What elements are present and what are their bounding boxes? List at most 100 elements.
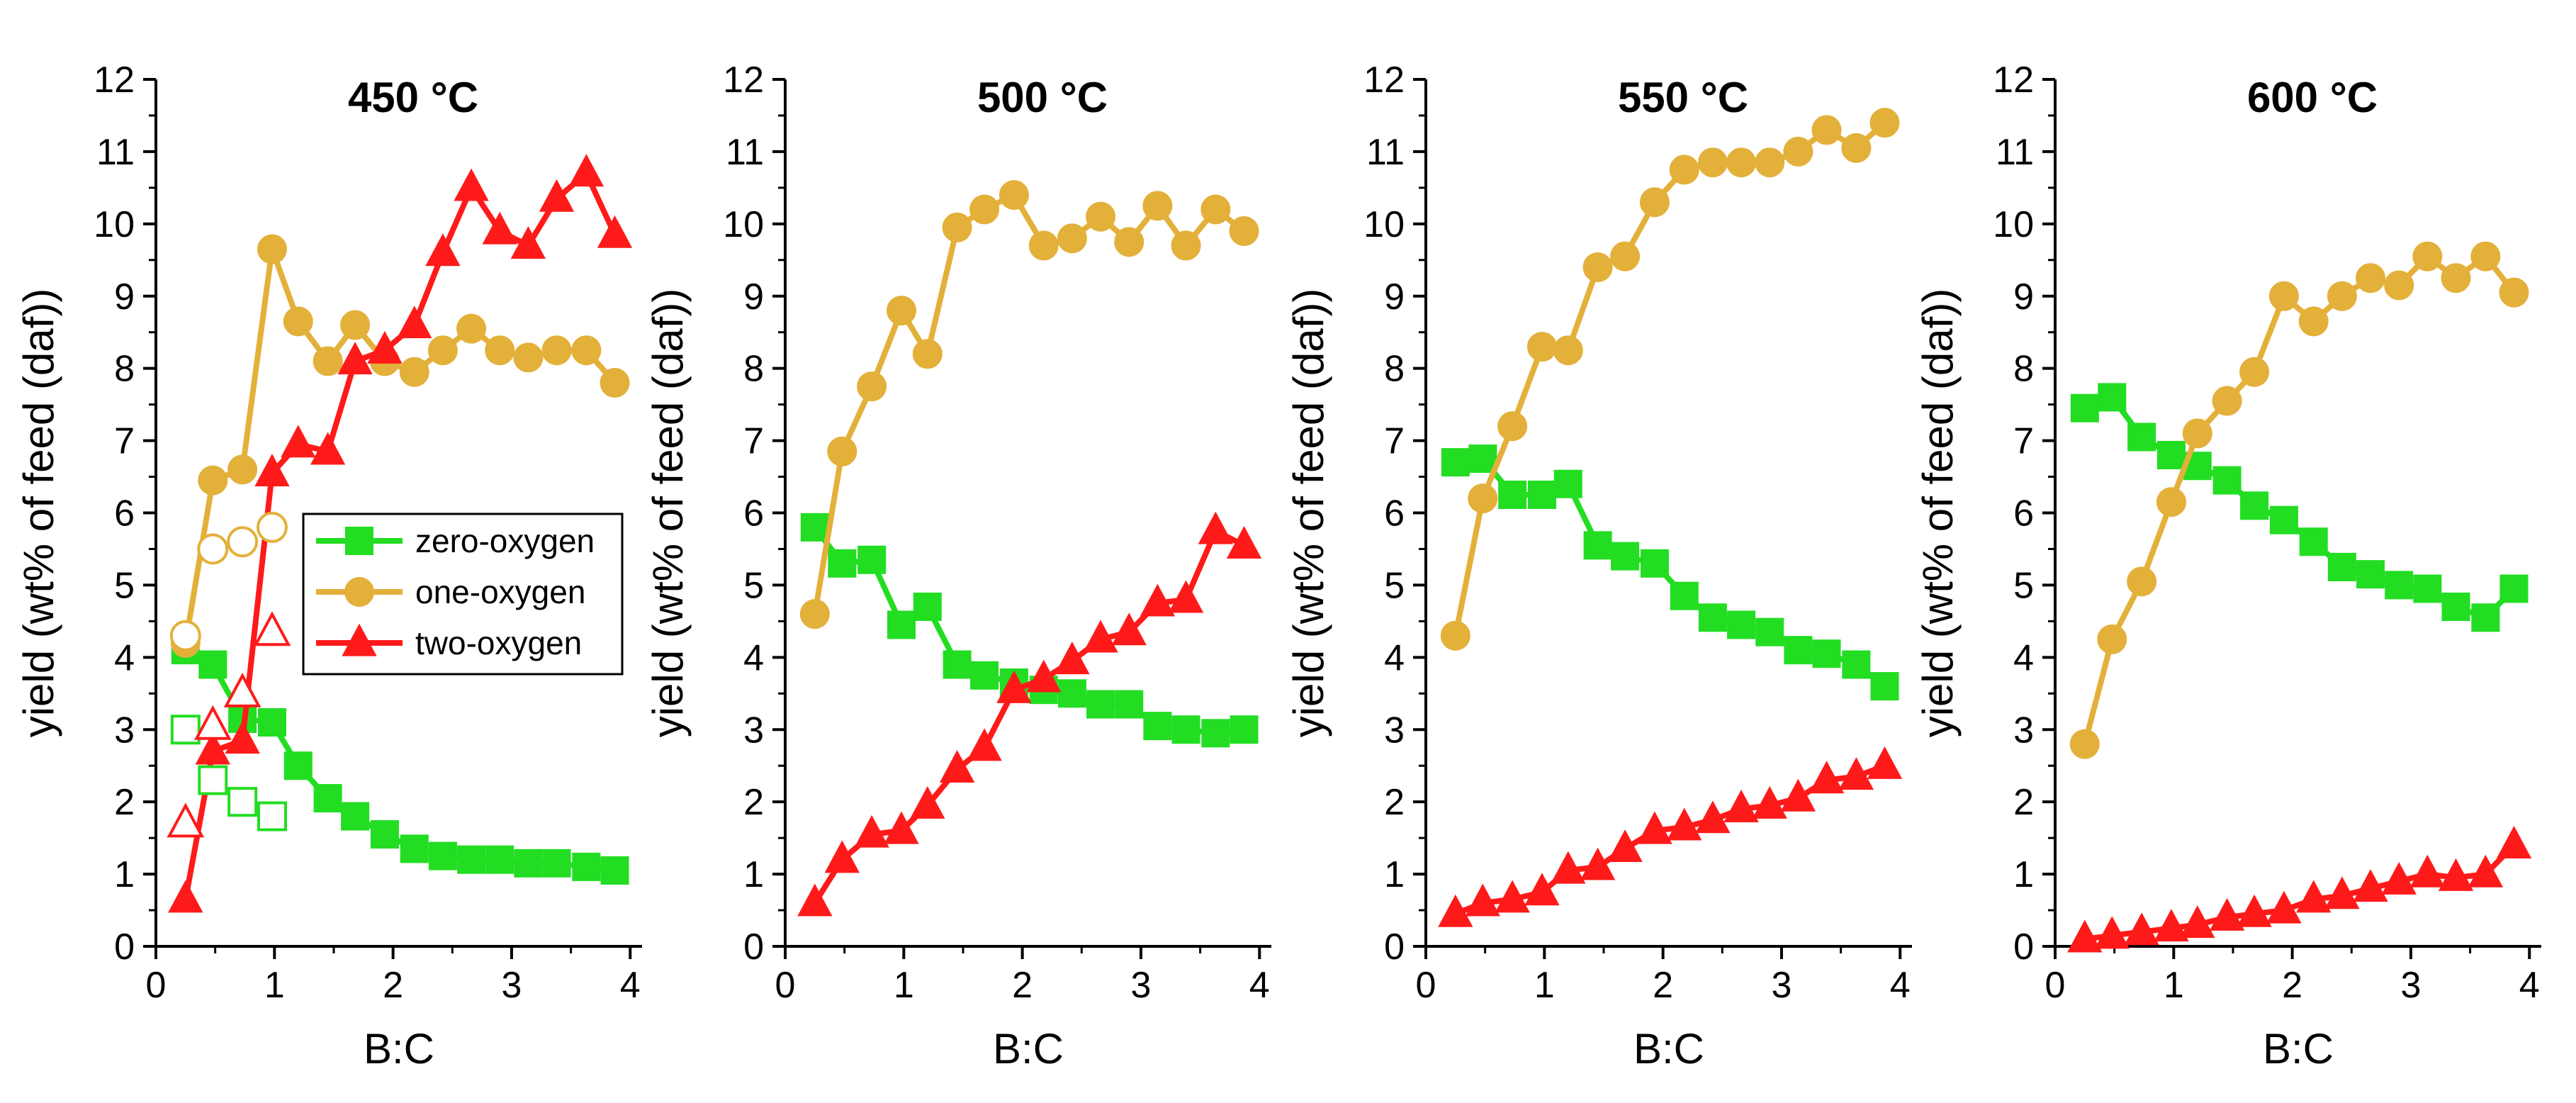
legend-swatch-marker (344, 577, 374, 607)
legend-swatch-marker (342, 623, 377, 656)
y-tick-label: 9 (1384, 276, 1405, 318)
data-point (1640, 549, 1669, 578)
data-point (482, 211, 517, 245)
data-point (1582, 252, 1613, 282)
legend-label: zero-oxygen (415, 522, 595, 559)
y-tick-label: 8 (1384, 349, 1405, 390)
data-point (281, 425, 316, 458)
data-point (313, 346, 343, 376)
series-two-oxygen (168, 154, 633, 913)
y-axis-label: yield (wt% of feed (daf)) (15, 289, 62, 738)
data-point (2499, 277, 2529, 308)
x-tick-label: 1 (264, 965, 285, 1006)
data-point (1755, 147, 1785, 178)
data-point (2470, 241, 2501, 271)
data-point (340, 310, 371, 340)
y-tick-label: 2 (114, 782, 135, 823)
y-tick-label: 4 (2013, 637, 2034, 678)
data-point (1115, 690, 1144, 719)
y-tick-label: 10 (1363, 204, 1405, 245)
data-point (2327, 552, 2356, 581)
y-tick-label: 7 (2013, 421, 2034, 462)
data-point (341, 802, 370, 831)
data-point (1200, 194, 1231, 225)
data-point (1780, 778, 1816, 812)
y-axis-label: yield (wt% of feed (daf)) (1285, 289, 1332, 738)
data-point (2097, 624, 2127, 654)
data-point (1639, 187, 1670, 218)
open-data-point (193, 705, 232, 740)
data-point (337, 342, 373, 375)
data-point (283, 306, 313, 337)
x-tick-label: 0 (775, 965, 796, 1006)
data-point (2212, 466, 2242, 495)
series-line (1455, 456, 1886, 689)
data-point (1468, 444, 1497, 474)
y-tick-label: 10 (94, 204, 135, 245)
data-point (1086, 201, 1116, 232)
y-tick-label: 0 (1384, 926, 1405, 968)
data-point (539, 179, 575, 212)
data-point (1667, 807, 1702, 841)
open-data-point (253, 611, 291, 646)
data-point (2239, 357, 2270, 387)
x-axis-label: B:C (2263, 1025, 2334, 1073)
data-point (1611, 542, 1640, 571)
x-tick-label: 4 (1249, 965, 1270, 1006)
y-axis-label: yield (wt% of feed (daf)) (644, 289, 692, 738)
data-point (1755, 617, 1784, 646)
data-point (2441, 592, 2470, 621)
data-point (887, 610, 916, 639)
data-point (310, 432, 346, 465)
data-point (913, 592, 942, 621)
data-point (1697, 147, 1728, 178)
data-point (1171, 230, 1201, 261)
y-tick-label: 1 (2013, 854, 2034, 895)
data-point (1230, 715, 1259, 744)
open-data-point (167, 802, 205, 838)
open-data-point (169, 620, 201, 651)
x-axis-label: B:C (993, 1025, 1064, 1073)
data-point (1468, 483, 1498, 514)
data-point (456, 313, 487, 344)
series-zero-oxygen (2070, 383, 2529, 632)
data-point (912, 339, 943, 369)
data-point (1580, 847, 1616, 880)
y-tick-label: 12 (723, 60, 764, 101)
y-tick-label: 0 (743, 926, 764, 968)
data-point (399, 357, 429, 387)
data-point (600, 368, 630, 398)
y-tick-label: 5 (114, 565, 135, 606)
data-point (2156, 440, 2186, 469)
y-tick-label: 11 (1996, 132, 2034, 173)
legend-swatch-marker (345, 527, 373, 555)
data-point (1086, 690, 1115, 719)
x-axis-label: B:C (1633, 1025, 1704, 1073)
y-tick-label: 2 (1384, 782, 1405, 823)
series-zero-oxygen (800, 513, 1259, 748)
series-line (2081, 253, 2516, 745)
data-point (400, 834, 429, 863)
data-point (1440, 620, 1470, 651)
y-tick-label: 12 (1993, 60, 2034, 101)
y-tick-label: 3 (2013, 710, 2034, 751)
data-point (1727, 610, 1756, 639)
data-point (195, 732, 230, 765)
data-point (541, 335, 572, 366)
y-tick-label: 4 (114, 637, 135, 678)
data-point (854, 814, 889, 848)
data-point (1168, 580, 1204, 613)
open-data-point (227, 526, 259, 558)
data-point (168, 880, 203, 913)
y-axis-label: yield (wt% of feed (daf)) (1914, 289, 1962, 738)
data-point (2180, 905, 2215, 939)
data-point (1198, 511, 1234, 544)
data-point (2324, 876, 2360, 909)
data-point (2356, 560, 2385, 589)
data-point (1607, 829, 1643, 863)
series-one-oxygen-open (169, 511, 288, 651)
data-point (1441, 448, 1470, 477)
